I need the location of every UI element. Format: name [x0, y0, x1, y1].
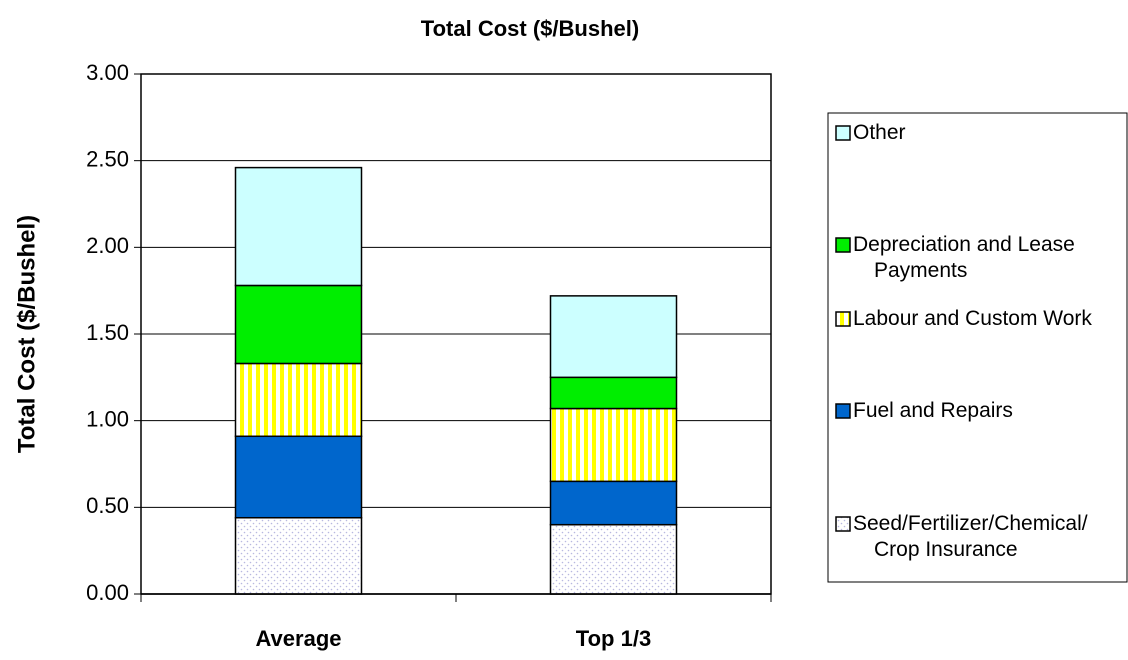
x-tick-label: Average — [255, 626, 341, 651]
y-tick-label: 2.50 — [86, 146, 129, 171]
bar-segment — [234, 166, 363, 287]
legend-swatch — [835, 311, 851, 327]
legend-label: Labour and Custom Work — [853, 307, 1092, 330]
legend-swatch — [835, 403, 851, 419]
bar-segment — [549, 523, 678, 595]
bar-segment — [234, 516, 363, 595]
legend-swatch — [835, 516, 851, 532]
bar-segment — [549, 376, 678, 410]
y-axis-label: Total Cost ($/Bushel) — [13, 215, 40, 453]
y-tick-label: 0.50 — [86, 493, 129, 518]
bar-segment — [549, 480, 678, 526]
y-tick-label: 1.50 — [86, 320, 129, 345]
legend-label: Fuel and Repairs — [853, 399, 1013, 422]
y-tick-label: 3.00 — [86, 60, 129, 85]
legend-swatch — [835, 237, 851, 253]
x-tick-label: Top 1/3 — [576, 626, 651, 651]
bar-segment — [234, 435, 363, 519]
bar-segment — [549, 407, 678, 483]
bar-segment — [234, 284, 363, 365]
y-tick-label: 0.00 — [86, 580, 129, 605]
y-tick-label: 1.00 — [86, 406, 129, 431]
legend — [827, 112, 1128, 583]
y-tick-label: 2.00 — [86, 233, 129, 258]
bar-segment — [234, 362, 363, 438]
bar-segment — [549, 295, 678, 379]
legend-swatch — [835, 125, 851, 141]
legend-label: Other — [853, 121, 906, 144]
chart-title: Total Cost ($/Bushel) — [421, 16, 639, 41]
legend-label: Seed/Fertilizer/Chemical/Crop Insurance — [853, 512, 1088, 561]
legend-label: Depreciation and Lease Payments — [853, 233, 1081, 282]
